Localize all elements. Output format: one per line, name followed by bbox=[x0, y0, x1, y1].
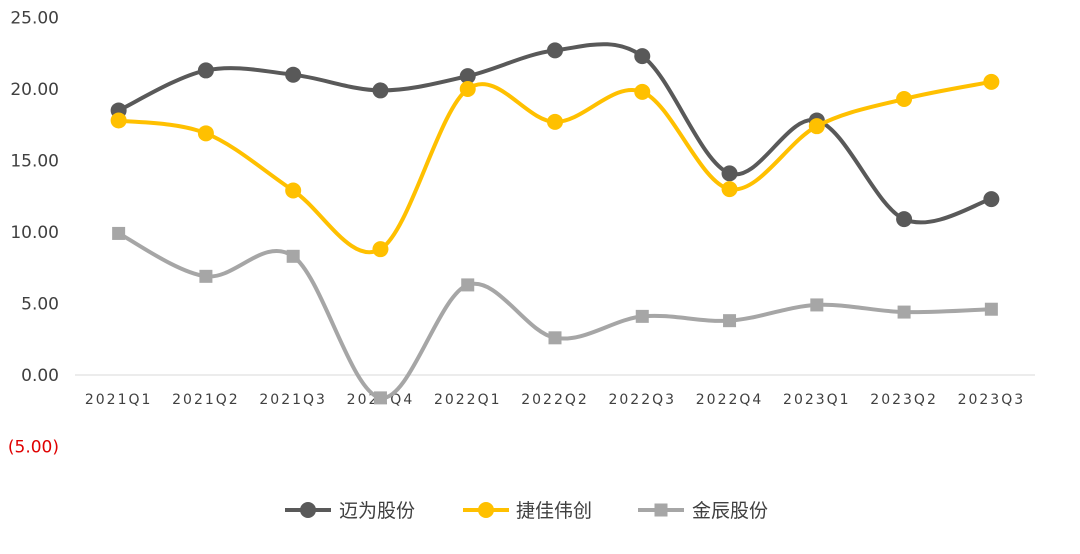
data-point bbox=[547, 42, 563, 59]
series-2 bbox=[110, 73, 1000, 258]
series-lines bbox=[110, 42, 1000, 405]
data-point bbox=[721, 165, 738, 182]
series-1 bbox=[110, 42, 1000, 228]
x-tick-label: 2023Q3 bbox=[958, 392, 1026, 408]
data-point bbox=[983, 191, 1000, 208]
series-line bbox=[116, 231, 994, 400]
y-tick-label: (5.00) bbox=[8, 438, 59, 458]
data-point bbox=[372, 241, 389, 258]
data-point bbox=[983, 73, 1000, 90]
y-tick-label: 15.00 bbox=[10, 152, 59, 172]
y-tick-label: 20.00 bbox=[10, 80, 59, 100]
y-tick-label: 10.00 bbox=[10, 223, 59, 243]
legend-item: 金辰股份 bbox=[638, 500, 768, 522]
data-point bbox=[112, 226, 126, 240]
legend-item: 捷佳伟创 bbox=[463, 500, 592, 522]
data-point bbox=[547, 113, 563, 130]
data-point bbox=[810, 298, 824, 312]
x-tick-label: 2021Q3 bbox=[259, 392, 327, 408]
x-tick-label: 2022Q4 bbox=[696, 392, 764, 408]
x-tick-label: 2021Q1 bbox=[85, 392, 153, 408]
series-3 bbox=[112, 226, 998, 405]
data-point bbox=[197, 62, 214, 79]
data-point bbox=[721, 181, 738, 198]
data-point bbox=[635, 309, 649, 323]
legend-marker bbox=[478, 502, 494, 518]
data-point bbox=[286, 249, 300, 263]
legend-marker bbox=[654, 503, 668, 517]
y-tick-label: 0.00 bbox=[21, 366, 59, 386]
data-point bbox=[548, 331, 562, 345]
data-point bbox=[634, 48, 651, 65]
data-point bbox=[110, 112, 127, 129]
data-point bbox=[984, 302, 998, 316]
data-point bbox=[461, 278, 475, 292]
data-point bbox=[897, 305, 911, 319]
data-point bbox=[285, 182, 302, 199]
legend: 迈为股份 捷佳伟创 金辰股份 bbox=[285, 500, 768, 522]
data-point bbox=[199, 269, 213, 283]
data-point bbox=[808, 118, 825, 135]
x-tick-label: 2022Q3 bbox=[608, 392, 676, 408]
axes: 25.00 20.00 15.00 10.00 5.00 0.00 (5.00) 2021Q1… bbox=[8, 9, 1035, 458]
data-point bbox=[459, 68, 476, 85]
x-tick-label: 2023Q1 bbox=[783, 392, 851, 408]
data-point bbox=[459, 81, 476, 97]
data-point bbox=[197, 125, 214, 142]
legend-label: 迈为股份 bbox=[339, 500, 415, 522]
x-tick-label: 2023Q2 bbox=[870, 392, 938, 408]
data-point bbox=[896, 211, 913, 228]
data-point bbox=[896, 91, 913, 108]
legend-label: 捷佳伟创 bbox=[516, 500, 592, 522]
data-point bbox=[723, 314, 737, 328]
data-point bbox=[373, 391, 387, 405]
data-point bbox=[634, 83, 651, 100]
legend-marker bbox=[300, 502, 316, 518]
legend-label: 金辰股份 bbox=[692, 500, 768, 522]
data-point bbox=[372, 82, 389, 99]
x-tick-label: 2021Q2 bbox=[172, 392, 240, 408]
data-point bbox=[285, 66, 302, 83]
x-tick-label: 2022Q2 bbox=[521, 392, 589, 408]
legend-item: 迈为股份 bbox=[285, 500, 415, 522]
y-tick-label: 5.00 bbox=[21, 295, 59, 315]
series-line bbox=[116, 42, 994, 225]
y-tick-label: 25.00 bbox=[10, 9, 59, 29]
x-tick-label: 2022Q1 bbox=[434, 392, 502, 408]
